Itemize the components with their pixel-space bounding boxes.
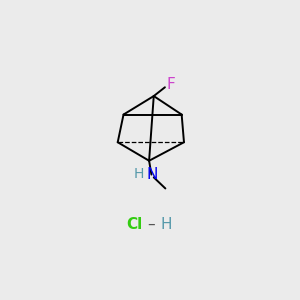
- Text: H: H: [161, 217, 172, 232]
- Text: F: F: [166, 77, 175, 92]
- Text: –: –: [148, 216, 155, 231]
- Text: N: N: [147, 167, 158, 182]
- Text: H: H: [134, 167, 144, 181]
- Text: Cl: Cl: [126, 217, 142, 232]
